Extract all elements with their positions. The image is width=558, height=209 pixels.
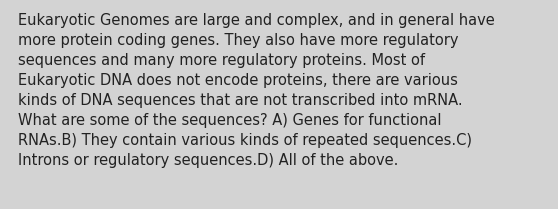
Text: Eukaryotic Genomes are large and complex, and in general have
more protein codin: Eukaryotic Genomes are large and complex… [18,13,495,168]
